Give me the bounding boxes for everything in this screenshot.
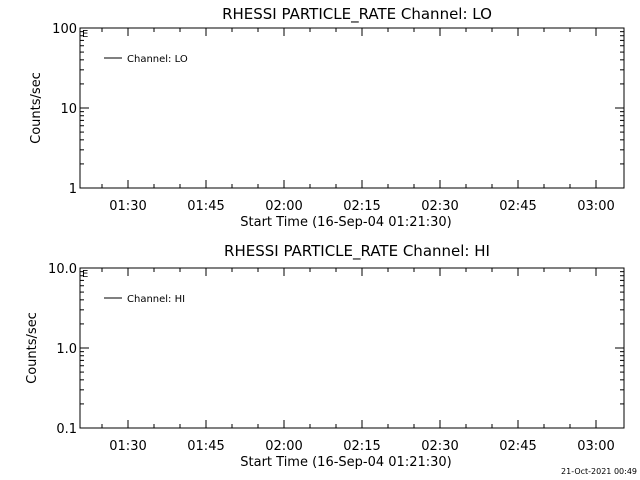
chart-title: RHESSI PARTICLE_RATE Channel: LO: [222, 5, 492, 24]
x-axis-label: Start Time (16-Sep-04 01:21:30): [240, 215, 451, 230]
footer-timestamp: 21-Oct-2021 00:49: [561, 467, 637, 476]
chart-panel-2: RHESSI PARTICLE_RATE Channel: HI Start Ti…: [25, 242, 625, 470]
chart-title: RHESSI PARTICLE_RATE Channel: HI: [224, 242, 490, 261]
event-marker-label-start: E: [82, 269, 88, 280]
legend-label: Channel: LO: [127, 54, 188, 65]
chart-panel-1: RHESSI PARTICLE_RATE Channel: LO Start Ti…: [29, 5, 625, 230]
x-tick-label: 01:30: [109, 439, 146, 454]
x-tick-label: 02:15: [343, 199, 380, 214]
x-tick-label: 01:45: [187, 199, 224, 214]
y-axis-label: Counts/sec: [25, 312, 40, 384]
y-tick-label: 10.0: [48, 262, 77, 277]
y-tick-label: 0.1: [56, 422, 77, 437]
x-tick-label: 02:00: [265, 439, 302, 454]
x-tick-label: 02:00: [265, 199, 302, 214]
x-tick-label: 03:00: [577, 439, 614, 454]
x-tick-label: 02:30: [421, 199, 458, 214]
plot-frame: [79, 267, 625, 429]
x-tick-label: 01:30: [109, 199, 146, 214]
y-tick-label: 10: [60, 102, 77, 117]
x-tick-label: 02:45: [499, 439, 536, 454]
legend-label: Channel: HI: [127, 294, 185, 305]
x-axis-label: Start Time (16-Sep-04 01:21:30): [240, 455, 451, 470]
y-tick-label: 100: [52, 22, 77, 37]
x-tick-label: 02:15: [343, 439, 380, 454]
plot-frame: [79, 27, 625, 189]
y-axis-label: Counts/sec: [29, 72, 44, 144]
x-tick-label: 02:45: [499, 199, 536, 214]
x-tick-label: 02:30: [421, 439, 458, 454]
y-tick-label: 1.0: [56, 342, 77, 357]
y-tick-label: 1: [69, 182, 77, 197]
x-tick-label: 03:00: [577, 199, 614, 214]
x-tick-label: 01:45: [187, 439, 224, 454]
event-marker-label-start: E: [82, 29, 88, 40]
